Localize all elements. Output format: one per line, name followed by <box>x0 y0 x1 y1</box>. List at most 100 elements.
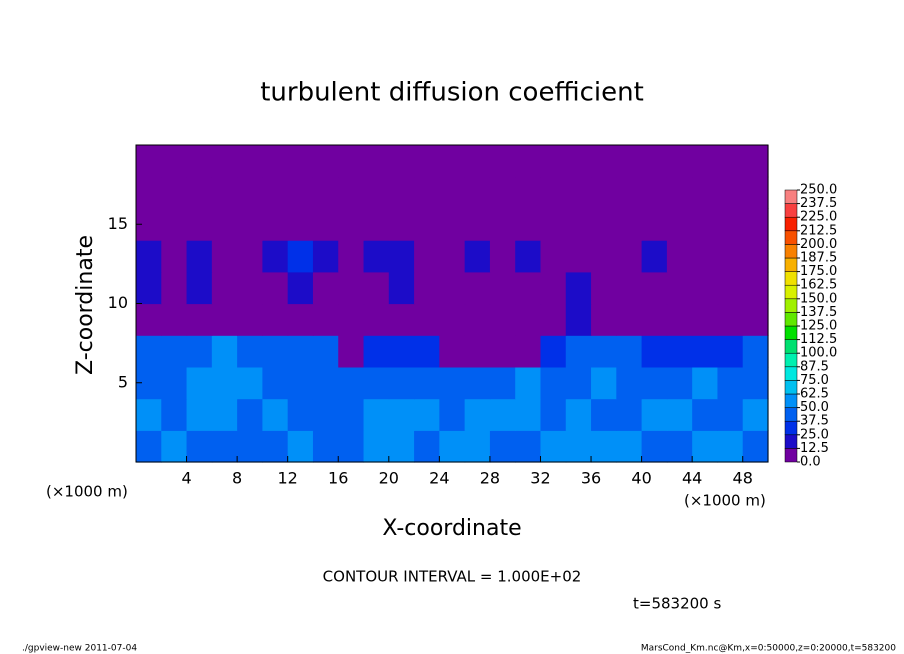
heatmap-cell <box>616 303 643 336</box>
heatmap-cell <box>540 208 567 241</box>
heatmap-cell <box>717 240 744 273</box>
heatmap-cell <box>161 271 188 305</box>
heatmap-cell <box>237 240 263 273</box>
heatmap-cell <box>439 398 466 431</box>
heatmap-cell <box>742 271 769 305</box>
heatmap-cell <box>136 240 162 273</box>
heatmap-cell <box>439 208 466 241</box>
heatmap-cell <box>186 303 213 336</box>
heatmap-cell <box>616 145 643 178</box>
colorbar-label: 250.0 <box>800 183 837 198</box>
heatmap-cell <box>262 366 289 400</box>
heatmap-cell <box>641 366 668 400</box>
heatmap-cell <box>136 398 162 431</box>
heatmap-cell <box>742 398 769 431</box>
heatmap-cell <box>515 240 542 273</box>
heatmap-cell <box>237 176 263 209</box>
heatmap-cell <box>591 176 617 209</box>
colorbar-label: 37.5 <box>800 414 829 429</box>
heatmap-cell <box>515 145 542 178</box>
heatmap-cell <box>742 335 769 368</box>
heatmap-cell <box>262 430 289 463</box>
heatmap-cell <box>616 335 643 368</box>
x-tick-label: 24 <box>429 469 449 488</box>
heatmap-cell <box>161 430 188 463</box>
heatmap-cell <box>312 366 339 400</box>
heatmap-cell <box>237 208 263 241</box>
heatmap-cell <box>262 240 289 273</box>
heatmap-cell <box>439 335 466 368</box>
heatmap-cell <box>515 335 542 368</box>
heatmap-cell <box>363 176 390 209</box>
heatmap-cell <box>312 271 339 305</box>
heatmap-cell <box>237 398 263 431</box>
heatmap-cell <box>515 366 542 400</box>
heatmap-cell <box>692 145 719 178</box>
heatmap-cell <box>186 145 213 178</box>
colorbar-label: 237.5 <box>800 196 837 211</box>
heatmap-cell <box>489 145 516 178</box>
heatmap-cell <box>363 335 390 368</box>
heatmap-cell <box>414 240 440 273</box>
footer-left: ./gpview-new 2011-07-04 <box>22 644 137 654</box>
colorbar-box <box>784 434 798 449</box>
heatmap-cell <box>338 335 365 368</box>
chart-title: turbulent diffusion coefficient <box>260 78 644 108</box>
heatmap-cell <box>186 176 213 209</box>
heatmap-cell <box>136 430 162 463</box>
heatmap-cell <box>363 208 390 241</box>
heatmap-cell <box>439 240 466 273</box>
heatmap-cell <box>717 208 744 241</box>
x-tick-label: 44 <box>682 469 702 488</box>
heatmap-cell <box>312 335 339 368</box>
heatmap-cell <box>136 271 162 305</box>
colorbar-label: 150.0 <box>800 291 837 306</box>
heatmap-cell <box>414 208 440 241</box>
heatmap-cell <box>363 430 390 463</box>
heatmap-cell <box>565 240 592 273</box>
heatmap-cell <box>388 271 415 305</box>
colorbar-box <box>784 352 798 368</box>
x-tick-label: 32 <box>530 469 550 488</box>
y-tick-label: 15 <box>108 214 128 233</box>
colorbar-label: 162.5 <box>800 278 837 293</box>
heatmap-cell <box>338 208 365 241</box>
x-tick-label: 12 <box>278 469 298 488</box>
heatmap-cell <box>287 208 314 241</box>
heatmap-cell <box>742 303 769 336</box>
heatmap-cell <box>439 176 466 209</box>
heatmap-cell <box>388 335 415 368</box>
heatmap-cell <box>717 366 744 400</box>
heatmap-cell <box>363 240 390 273</box>
heatmap-cell <box>414 430 440 463</box>
heatmap-cell <box>565 208 592 241</box>
heatmap-cell <box>312 145 339 178</box>
heatmap-cell <box>666 430 693 463</box>
heatmap-cell <box>161 335 188 368</box>
heatmap-cell <box>186 366 213 400</box>
heatmap-cell <box>338 303 365 336</box>
heatmap-cell <box>312 398 339 431</box>
y-axis-label: Z-coordinate <box>73 235 98 375</box>
x-tick-label: 36 <box>581 469 601 488</box>
colorbar-box <box>784 325 798 340</box>
colorbar-label: 125.0 <box>800 319 837 334</box>
heatmap-cell <box>540 430 567 463</box>
heatmap-cell <box>439 366 466 400</box>
heatmap-cell <box>262 208 289 241</box>
heatmap-cell <box>262 176 289 209</box>
colorbar-box <box>784 380 798 395</box>
heatmap-cell <box>666 366 693 400</box>
x-axis-label: X-coordinate <box>382 516 521 541</box>
time-label: t=583200 s <box>633 595 721 613</box>
colorbar-box <box>784 298 798 313</box>
heatmap-cell <box>666 176 693 209</box>
heatmap-cell <box>338 398 365 431</box>
heatmap-cell <box>388 430 415 463</box>
colorbar-label: 0.0 <box>800 455 821 470</box>
heatmap-cell <box>363 398 390 431</box>
y-unit: (×1000 m) <box>46 483 128 501</box>
heatmap-cell <box>464 430 491 463</box>
colorbar-label: 225.0 <box>800 210 837 225</box>
heatmap-cell <box>136 145 162 178</box>
